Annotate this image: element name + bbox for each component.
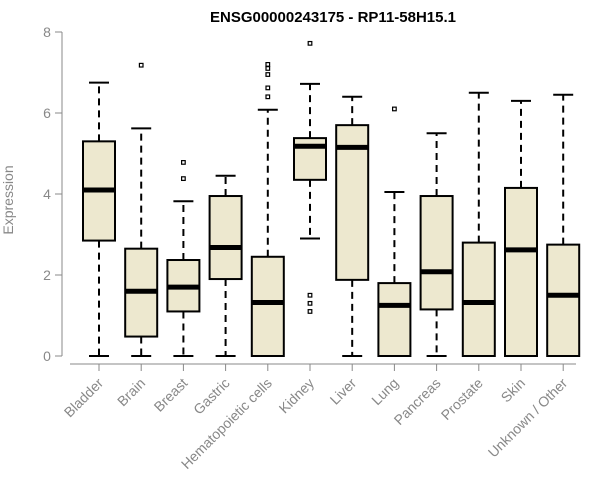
outlier-point [181,176,186,182]
y-tick-label: 8 [43,24,51,40]
outlier-point [265,66,271,71]
x-tick-label: Liver [327,375,360,408]
box-iqr [377,282,412,358]
x-tick-label: Kidney [276,375,318,417]
box-iqr [419,195,454,311]
box-11 [546,93,581,357]
outlier-point [181,160,186,165]
box-8 [419,132,454,357]
x-tick-label: Bladder [61,375,107,421]
x-tick-label: Skin [498,375,529,406]
box-6 [335,95,370,357]
box-iqr [208,195,243,281]
outlier-point [307,292,313,298]
x-tick-label: Breast [151,375,191,415]
box-10 [504,99,538,357]
outlier-point [138,62,144,68]
x-tick-label: Pancreas [391,375,444,428]
outlier-point [307,40,313,46]
outlier-point [265,85,271,91]
box-iqr [504,186,538,357]
outlier-point [265,61,271,67]
x-tick-label: Prostate [438,375,486,423]
outlier-point [265,72,271,77]
box-iqr [335,124,370,281]
box-iqr [250,255,285,357]
box-1 [124,62,159,357]
outlier-point [307,300,313,306]
chart-title: ENSG00000243175 - RP11-58H15.1 [210,9,456,26]
box-5 [293,40,327,314]
box-4 [250,61,285,357]
y-tick-label: 0 [43,348,51,364]
box-iqr [461,241,496,358]
x-tick-label: Brain [114,375,148,409]
outlier-point [392,106,397,112]
box-0 [82,81,116,357]
box-2 [166,160,201,357]
box-9 [461,91,496,358]
box-iqr [546,243,581,357]
x-tick-label: Unknown / Other [485,375,571,461]
outlier-point [265,94,271,100]
outlier-point [307,309,313,314]
box-7 [377,106,412,358]
y-ticks: 0 2 4 6 8 [43,24,62,364]
box-3 [208,174,243,357]
boxes [82,40,581,358]
y-tick-label: 4 [43,186,51,202]
y-tick-label: 6 [43,105,51,121]
y-tick-label: 2 [43,267,51,283]
x-tick-label: Lung [368,375,401,408]
y-axis-label: Expression [0,165,16,234]
